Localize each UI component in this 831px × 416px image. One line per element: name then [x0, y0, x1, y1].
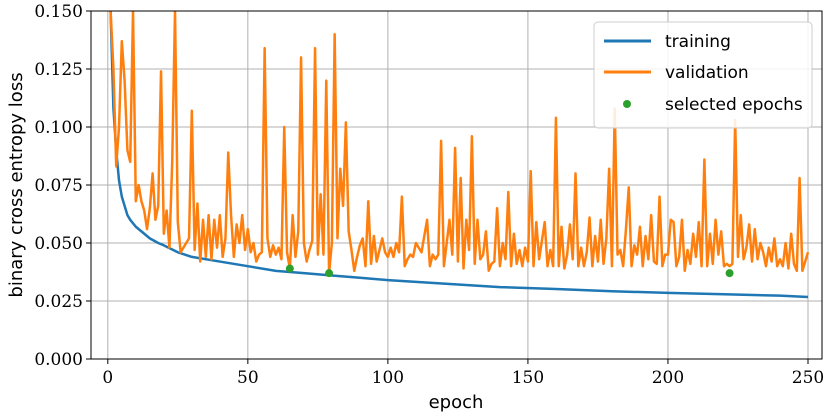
legend-validation-label: validation — [665, 63, 749, 83]
legend-training-label: training — [665, 32, 731, 52]
y-tick-label: 0.000 — [34, 350, 83, 370]
legend: training validation selected epochs — [593, 21, 813, 129]
y-axis-label: binary cross entropy loss — [6, 72, 27, 297]
x-tick-label: 200 — [652, 368, 684, 388]
series-layer — [109, 11, 810, 299]
y-tick-label: 0.025 — [34, 292, 83, 312]
x-axis-label: epoch — [429, 392, 484, 413]
ticks: 0 50 100 150 200 250 0.000 0.025 0.050 0.075 0.100… — [34, 2, 824, 388]
legend-selected-epochs-label: selected epochs — [665, 95, 803, 115]
legend-selected-epochs-marker — [623, 100, 631, 108]
x-tick-label: 100 — [372, 368, 404, 388]
selected-epochs-point — [725, 269, 734, 278]
y-tick-label: 0.075 — [34, 176, 83, 196]
legend-box — [593, 21, 813, 129]
y-tick-label: 0.050 — [34, 234, 83, 254]
x-tick-label: 0 — [102, 368, 113, 388]
y-tick-label: 0.100 — [34, 118, 83, 138]
training-series-line — [109, 11, 809, 299]
x-tick-label: 150 — [512, 368, 544, 388]
y-tick-label: 0.125 — [34, 60, 83, 80]
validation-series-line — [109, 11, 810, 275]
y-tick-label: 0.150 — [34, 2, 83, 22]
x-tick-label: 250 — [792, 368, 824, 388]
selected-epochs-point — [325, 269, 334, 278]
selected-epochs-point — [285, 264, 294, 273]
x-tick-label: 50 — [237, 368, 259, 388]
